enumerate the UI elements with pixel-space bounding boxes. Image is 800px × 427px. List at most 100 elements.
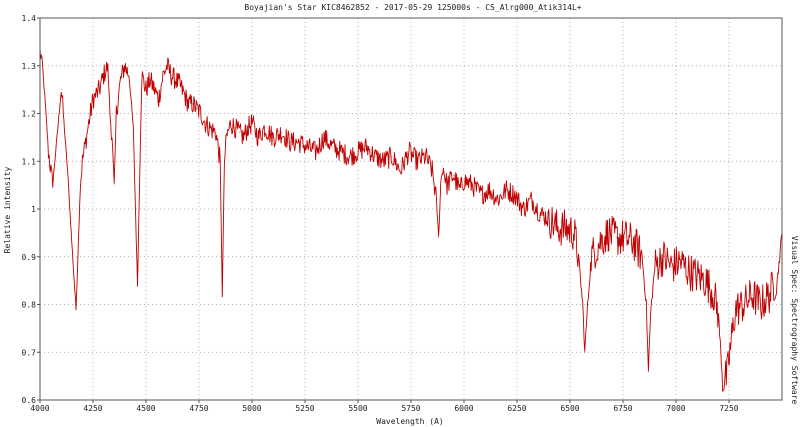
- data-point: [141, 74, 143, 76]
- data-point: [196, 108, 198, 110]
- chart-title: Boyajian's Star KIC8462852 - 2017-05-29 …: [244, 3, 581, 12]
- data-point: [539, 213, 541, 215]
- data-point: [463, 179, 465, 181]
- data-point: [497, 199, 499, 200]
- data-point: [590, 256, 592, 258]
- data-point: [215, 132, 217, 134]
- data-point: [650, 313, 651, 315]
- data-point: [730, 342, 732, 344]
- data-point: [115, 113, 117, 114]
- x-tick-label: 6750: [613, 404, 632, 413]
- data-point: [238, 132, 240, 134]
- data-point: [688, 270, 690, 272]
- data-point: [584, 351, 586, 353]
- data-point: [366, 146, 367, 148]
- x-axis-ticks: 4000 4250 4500 4750 5000 5250 5500 5750 6000 6250…: [30, 400, 739, 413]
- data-point: [573, 232, 575, 234]
- data-point: [162, 74, 164, 76]
- data-point: [107, 65, 109, 67]
- data-point: [145, 89, 147, 91]
- data-point: [56, 136, 58, 138]
- data-point: [88, 122, 90, 124]
- data-point: [272, 136, 274, 138]
- spectrum-line: [39, 48, 783, 392]
- data-point: [75, 308, 77, 310]
- x-tick-label: 4500: [136, 404, 155, 413]
- data-point: [230, 122, 232, 124]
- data-point: [171, 74, 172, 76]
- data-point: [224, 160, 225, 162]
- data-point: [179, 84, 181, 86]
- data-point: [734, 308, 736, 310]
- data-point: [722, 380, 724, 382]
- data-point: [82, 160, 83, 162]
- data-point: [446, 184, 448, 186]
- data-point: [251, 122, 253, 124]
- data-point: [440, 184, 442, 186]
- data-point: [62, 113, 64, 114]
- data-point: [522, 208, 524, 210]
- y-tick-label: 1.4: [22, 14, 37, 23]
- y-tick-label: 1.1: [22, 157, 37, 166]
- data-point: [726, 375, 728, 377]
- data-point: [400, 170, 401, 172]
- data-point: [425, 156, 427, 157]
- data-point: [154, 89, 155, 91]
- data-point: [109, 113, 111, 114]
- data-point: [671, 265, 673, 267]
- y-tick-label: 0.8: [22, 301, 37, 310]
- data-point: [514, 194, 516, 196]
- data-point: [98, 89, 100, 91]
- data-point: [247, 127, 249, 129]
- data-point: [459, 189, 461, 191]
- data-point: [760, 304, 762, 305]
- data-point: [137, 285, 138, 286]
- software-credit-label: Visual Spec: Spectrography Software: [790, 236, 799, 405]
- data-point: [383, 160, 384, 162]
- data-point: [52, 184, 54, 186]
- data-point: [357, 151, 359, 153]
- data-point: [679, 261, 681, 262]
- x-tick-label: 6250: [507, 404, 526, 413]
- data-point: [124, 65, 126, 67]
- y-axis-ticks: 0.6 0.7 0.8 0.9 1 1.1 1.2 1.3 1.4: [22, 14, 40, 405]
- data-point: [582, 304, 584, 305]
- data-point: [768, 294, 770, 296]
- x-tick-label: 7250: [719, 404, 738, 413]
- data-point: [718, 313, 719, 315]
- data-point: [648, 370, 649, 372]
- data-point: [349, 156, 350, 157]
- data-point: [243, 136, 244, 138]
- data-point: [777, 275, 779, 277]
- data-point: [111, 136, 113, 138]
- data-point: [436, 199, 437, 200]
- data-point: [662, 256, 664, 258]
- data-point: [616, 237, 618, 239]
- data-point: [183, 94, 185, 95]
- data-point: [226, 136, 227, 138]
- data-point: [281, 132, 283, 134]
- data-point: [743, 304, 745, 305]
- data-point: [221, 294, 223, 296]
- data-point: [480, 194, 482, 196]
- data-point: [431, 170, 433, 172]
- data-point: [234, 127, 236, 129]
- data-point: [489, 189, 490, 191]
- data-point: [67, 170, 68, 172]
- data-point: [103, 74, 104, 76]
- data-point: [453, 175, 454, 176]
- data-point: [60, 89, 62, 91]
- data-point: [696, 275, 698, 277]
- x-tick-label: 4000: [30, 404, 49, 413]
- data-point: [548, 218, 550, 219]
- y-axis-label: Relative intensity: [3, 166, 12, 253]
- data-point: [204, 122, 206, 124]
- x-tick-label: 4750: [189, 404, 208, 413]
- data-point: [48, 151, 49, 153]
- data-point: [92, 98, 94, 100]
- x-tick-label: 5750: [401, 404, 420, 413]
- data-point: [332, 146, 333, 148]
- data-point: [79, 184, 81, 186]
